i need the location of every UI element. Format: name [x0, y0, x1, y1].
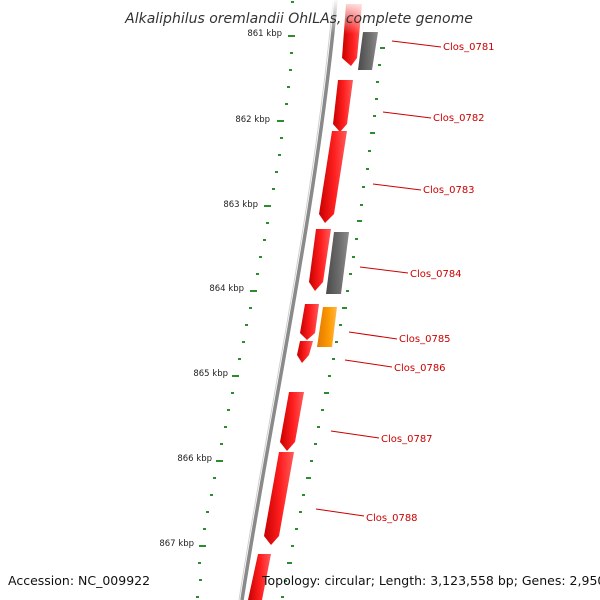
gene-label[interactable]: Clos_0781: [443, 42, 495, 53]
gene-arrow-clos-0788[interactable]: [264, 452, 294, 545]
gene-arrow-clos-0782[interactable]: [333, 80, 353, 132]
ruler-label: 862 kbp: [235, 115, 270, 125]
gene-arrow-clos-0784[interactable]: [309, 229, 331, 291]
gene-features: [248, 4, 378, 600]
ruler-label: 864 kbp: [209, 284, 244, 294]
inner-tick-track: [196, 1, 295, 598]
gene-label[interactable]: Clos_0784: [410, 269, 462, 280]
ruler-label: 861 kbp: [247, 29, 282, 39]
outer-tick-track: [281, 47, 385, 598]
ruler-labels: 861 kbp 862 kbp 863 kbp 864 kbp 865 kbp …: [159, 29, 282, 549]
genome-backbone: [240, 0, 338, 600]
gene-label[interactable]: Clos_0786: [394, 363, 446, 374]
ruler-label: 865 kbp: [193, 369, 228, 379]
top-fade: [330, 0, 390, 34]
genome-backbone-inner: [238, 0, 334, 600]
ruler-label: 863 kbp: [223, 200, 258, 210]
gene-block-orange-0785[interactable]: [317, 307, 337, 347]
gene-label[interactable]: Clos_0785: [399, 334, 451, 345]
accession-text: Accession: NC_009922: [8, 573, 151, 588]
gene-arrow-clos-0785[interactable]: [300, 304, 319, 340]
gene-label[interactable]: Clos_0782: [433, 113, 485, 124]
map-title: Alkaliphilus oremlandii OhILAs, complete…: [124, 11, 473, 27]
topology-text: Topology: circular; Length: 3,123,558 bp…: [262, 573, 600, 588]
gene-block-grey-0781[interactable]: [358, 32, 378, 70]
gene-label[interactable]: Clos_0787: [381, 434, 433, 445]
leader-lines: [315, 40, 442, 517]
gene-label[interactable]: Clos_0783: [423, 185, 475, 196]
gene-arrow-clos-0787[interactable]: [280, 392, 304, 451]
ruler-label: 866 kbp: [177, 454, 212, 464]
gene-arrow-partial[interactable]: [248, 554, 271, 600]
gene-arrow-clos-0786[interactable]: [297, 341, 313, 363]
gene-block-grey-0784[interactable]: [326, 232, 349, 294]
gene-arrow-clos-0783[interactable]: [319, 131, 347, 223]
gene-labels: Clos_0781 Clos_0782 Clos_0783 Clos_0784 …: [366, 42, 495, 524]
ruler-label: 867 kbp: [159, 539, 194, 549]
gene-label[interactable]: Clos_0788: [366, 513, 418, 524]
